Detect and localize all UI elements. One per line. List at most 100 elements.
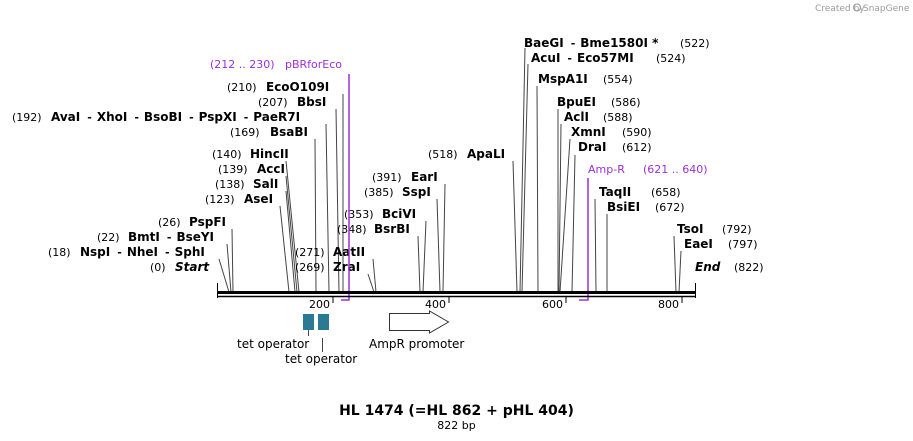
site-position: (269) xyxy=(295,261,325,274)
site-label: (140) HincII xyxy=(212,147,289,161)
site-label: (138) SalI xyxy=(215,177,278,191)
end-label: End xyxy=(695,260,721,274)
site-position: (518) xyxy=(428,148,458,161)
site-label: (348) BsrBI xyxy=(337,222,410,236)
primer-name: pBRforEco xyxy=(285,58,342,71)
enzyme-name: BbsI xyxy=(297,95,326,109)
enzyme-name: AseI xyxy=(244,192,273,206)
site-position: (207) xyxy=(258,96,288,109)
enzyme-name: BmtI xyxy=(128,230,160,244)
enzyme-name: BsoBI xyxy=(144,110,182,124)
site-position: (524) xyxy=(656,52,686,65)
enzyme-name: BsrBI xyxy=(374,222,410,236)
site-label: (271) AatII xyxy=(295,245,365,259)
site-position: (586) xyxy=(611,96,641,109)
site-position: (123) xyxy=(205,193,235,206)
site-position: (210) xyxy=(227,81,257,94)
enzyme-name: SspI xyxy=(402,185,431,199)
enzyme-name: EcoO109I xyxy=(266,80,329,94)
enzyme-name: BseYI xyxy=(176,230,214,244)
enzyme-name: XmnI xyxy=(571,125,606,139)
enzyme-name: BsaBI xyxy=(270,125,308,139)
primer-name: Amp-R xyxy=(588,163,625,176)
enzyme-name: BpuEI xyxy=(557,95,596,109)
ruler-tick-label: 600 xyxy=(542,298,563,311)
site-label: BsiEI (672) xyxy=(607,200,685,214)
enzyme-name: PspXI xyxy=(199,110,237,124)
site-leaders xyxy=(218,47,682,293)
enzyme-name: SalI xyxy=(253,177,278,191)
site-position: (588) xyxy=(603,111,633,124)
site-label: EaeI (797) xyxy=(684,237,758,251)
start-label: Start xyxy=(175,260,210,274)
site-label: (353) BciVI xyxy=(344,207,416,221)
site-label: XmnI (590) xyxy=(571,125,652,139)
enzyme-name: SphI xyxy=(175,245,205,259)
site-label-end: End (822) xyxy=(695,260,764,274)
site-label: TaqII (658) xyxy=(599,185,681,199)
site-label: BpuEI (586) xyxy=(557,95,641,109)
site-label: (210) EcoO109I xyxy=(227,80,329,94)
site-label: MspA1I (554) xyxy=(538,72,633,86)
promoter-arrow-icon xyxy=(389,310,450,334)
site-label: (22) BmtI - BseYI xyxy=(97,230,214,244)
enzyme-name: AclI xyxy=(564,110,589,124)
enzyme-name: ZraI xyxy=(333,260,360,274)
site-label: (26) PspFI xyxy=(158,215,226,229)
primer-range: (212 .. 230) xyxy=(210,58,275,71)
feature-label: AmpR promoter xyxy=(369,337,464,351)
svg-text:AcuI-Eco57MI: AcuI - Eco57MI xyxy=(531,51,634,65)
site-position: (140) xyxy=(212,148,242,161)
tet-operator-box xyxy=(318,314,329,330)
site-label: (18) NspI - NheI - SphI xyxy=(48,245,205,259)
enzyme-name: EaeI xyxy=(684,237,713,251)
enzyme-name: PspFI xyxy=(189,215,226,229)
feature-label: tet operator xyxy=(285,352,357,366)
site-label: (385) SspI xyxy=(364,185,431,199)
site-label: TsoI (792) xyxy=(677,222,752,236)
site-label: AclI (588) xyxy=(564,110,633,124)
primer-amp-r: Amp-R (621 .. 640) xyxy=(579,163,708,301)
feature-label: tet operator xyxy=(237,337,309,351)
enzyme-name: MspA1I xyxy=(538,72,588,86)
site-label-start: (0) Start xyxy=(150,260,210,274)
snapgene-logo-icon xyxy=(853,3,861,12)
primer-arrow xyxy=(341,74,350,301)
enzyme-name: AccI xyxy=(257,162,285,176)
site-position: (26) xyxy=(158,216,181,229)
svg-text:BaeGI-Bme1580I *: BaeGI - Bme1580I * xyxy=(524,36,659,50)
site-label: (123) AseI xyxy=(205,192,273,206)
site-position: (672) xyxy=(655,201,685,214)
site-position: (822) xyxy=(734,261,764,274)
site-position: (554) xyxy=(603,73,633,86)
primer-arrow xyxy=(579,178,589,301)
site-label: (518) ApaLI xyxy=(428,147,505,161)
ampr-promoter-feature: AmpR promoter xyxy=(369,310,464,351)
site-label: (169) BsaBI xyxy=(230,125,308,139)
site-label: AcuI - Eco57MI (524) xyxy=(531,51,686,65)
enzyme-name: HincII xyxy=(250,147,289,161)
enzyme-name: AvaI xyxy=(51,110,80,124)
enzyme-labels: BaeGI - Bme1580I * (522) AcuI - Eco57MI (524) … xyxy=(12,36,764,274)
site-position: (522) xyxy=(680,37,710,50)
credit-text: Created by xyxy=(815,4,865,14)
enzyme-name: NspI xyxy=(80,245,110,259)
site-position: (18) xyxy=(48,246,71,259)
svg-text:NspI-NheI-SphI: NspI - NheI - SphI xyxy=(80,245,205,259)
site-position: (391) xyxy=(372,171,402,184)
site-position: (271) xyxy=(295,246,325,259)
enzyme-name: BciVI xyxy=(382,207,416,221)
enzyme-name: DraI xyxy=(578,140,606,154)
enzyme-name: TsoI xyxy=(677,222,703,236)
ruler-tick-label: 800 xyxy=(658,298,679,311)
enzyme-name: PaeR7I xyxy=(253,110,300,124)
svg-text:BmtI-BseYI: BmtI - BseYI xyxy=(128,230,214,244)
sequence-backbone xyxy=(217,283,696,298)
site-position: (797) xyxy=(728,238,758,251)
tet-operator-features: tet operator tet operator xyxy=(237,314,357,366)
site-position: (590) xyxy=(622,126,652,139)
site-position: (22) xyxy=(97,231,120,244)
site-label: (207) BbsI xyxy=(258,95,326,109)
site-position: (139) xyxy=(218,163,248,176)
